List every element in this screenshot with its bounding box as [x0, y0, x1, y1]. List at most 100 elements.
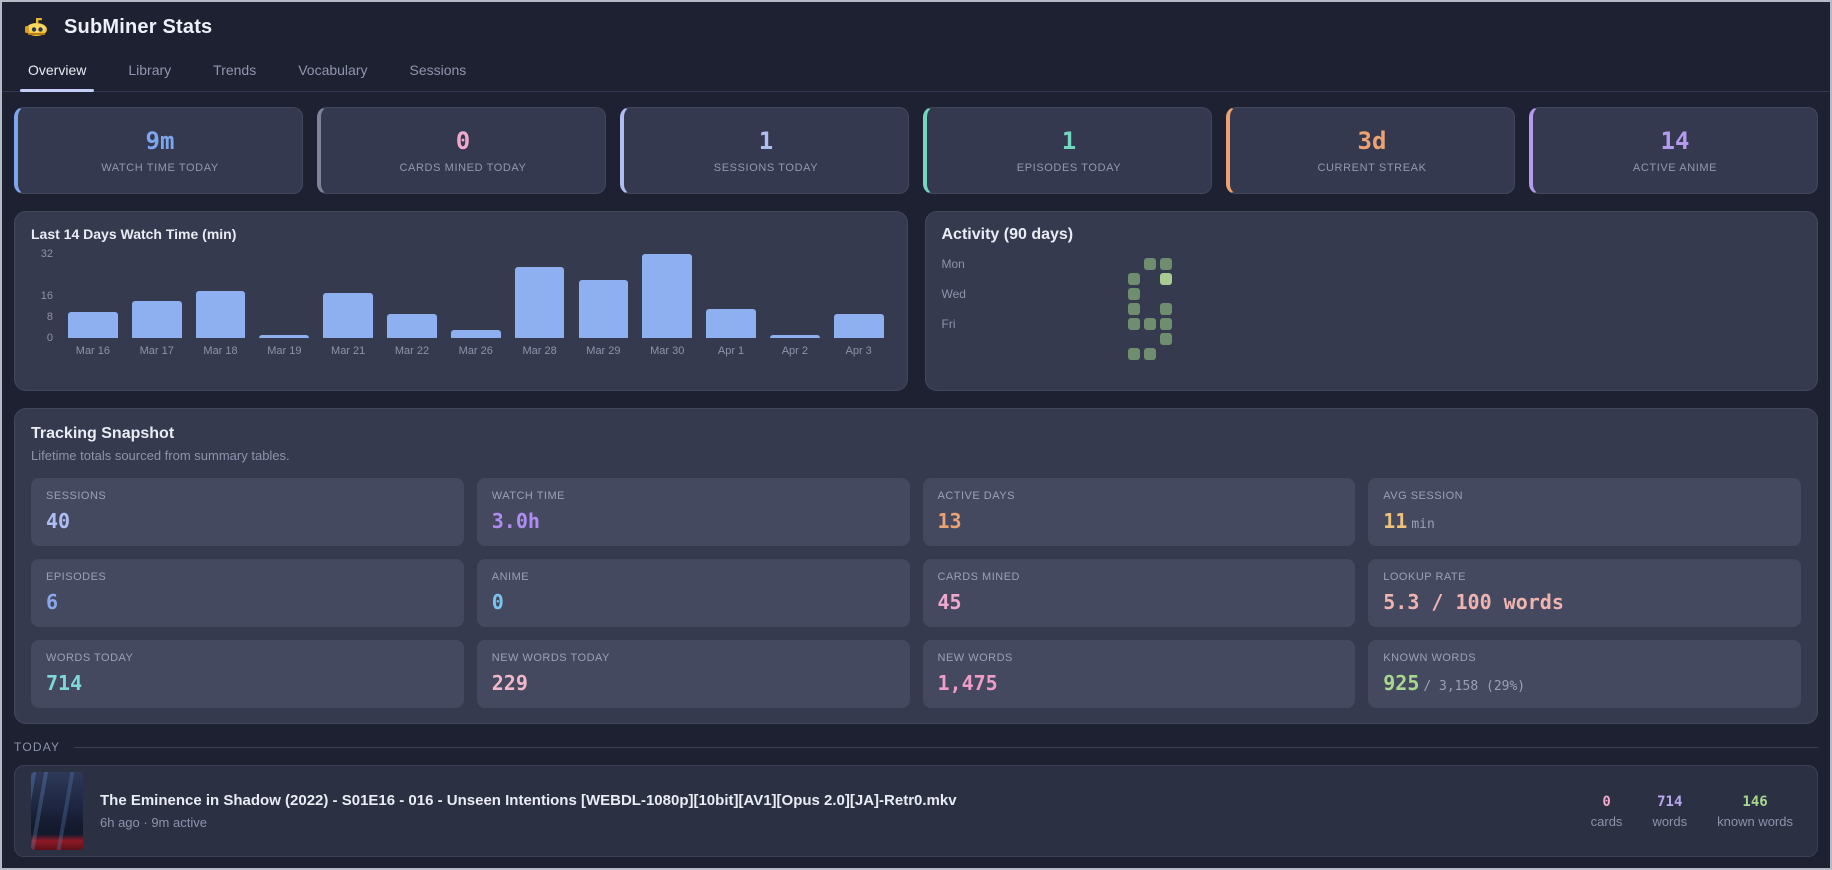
heatmap-row — [1000, 318, 1204, 330]
heatmap-cell — [1176, 348, 1188, 360]
snapshot-cell-label: NEW WORDS — [937, 652, 1013, 664]
snapshot-value-number: 3.0h — [491, 509, 540, 533]
episode-stat-words: 714 words — [1652, 794, 1687, 829]
snapshot-cell-watch-time: WATCH TIME 3.0h — [476, 478, 910, 546]
heatmap-cell — [1080, 333, 1092, 345]
heatmap-cell — [1032, 348, 1044, 360]
x-tick: Mar 26 — [458, 345, 493, 357]
heatmap-cell — [1128, 258, 1140, 270]
heatmap-cell — [1096, 258, 1108, 270]
episode-stat-value: 714 — [1657, 793, 1683, 810]
snapshot-cell-words-today: WORDS TODAY 714 — [31, 640, 464, 708]
snapshot-cell-value: 11 min — [1383, 509, 1786, 533]
heatmap-row — [1000, 333, 1204, 345]
snapshot-cell-label: LOOKUP RATE — [1383, 571, 1466, 583]
heatmap-cell — [1048, 333, 1060, 345]
heatmap-cell — [1048, 288, 1060, 300]
y-tick: 16 — [40, 290, 53, 302]
heatmap-cell — [1159, 273, 1172, 285]
bar-mar-29 — [572, 254, 636, 338]
snapshot-cell-cards-mined: CARDS MINED 45 — [922, 559, 1356, 627]
activity-heatmap: Mon Wed Fri — [942, 258, 1802, 360]
submarine-icon — [24, 14, 50, 40]
snapshot-value-number: 0 — [491, 590, 504, 614]
snapshot-grid: SESSIONS 40 WATCH TIME 3.0h ACTIVE DAYS 13 AVG… — [31, 478, 1801, 708]
stat-card-label: CARDS MINED TODAY — [399, 162, 527, 174]
stat-card-sessions-today: 1 SESSIONS TODAY — [620, 107, 909, 194]
heatmap-cell — [1143, 318, 1156, 330]
activity-heatmap-panel: Activity (90 days) Mon Wed Fri — [924, 211, 1818, 391]
tab-library[interactable]: Library — [128, 62, 172, 78]
heatmap-cell — [1127, 273, 1140, 285]
snapshot-cell-value: 925/ 3,158 (29%) — [1383, 671, 1786, 695]
snapshot-cell-value: 6 — [46, 590, 449, 614]
y-tick: 32 — [40, 248, 53, 260]
tab-vocabulary[interactable]: Vocabulary — [298, 62, 368, 78]
x-tick: Mar 28 — [522, 345, 557, 357]
bar-mar-19 — [252, 254, 316, 338]
snapshot-cell-value: 13 — [938, 509, 1341, 533]
snapshot-value-number: 13 — [937, 509, 962, 533]
snapshot-cell-avg-session: AVG SESSION 11 min — [1368, 478, 1801, 546]
heatmap-cell — [1064, 333, 1076, 345]
heatmap-cell — [1080, 348, 1092, 360]
heatmap-cell — [1064, 348, 1076, 360]
bar-rect — [769, 335, 820, 338]
heatmap-cell — [1000, 273, 1012, 285]
stat-card-value: 0 — [455, 127, 471, 155]
heatmap-cell — [1192, 318, 1204, 330]
heatmap-cell — [1048, 303, 1060, 315]
heatmap-cell — [1160, 348, 1172, 360]
day-label — [942, 348, 1000, 360]
snapshot-cell-new-words-today: NEW WORDS TODAY 229 — [476, 640, 910, 708]
snapshot-title: Tracking Snapshot — [31, 425, 175, 442]
episode-stat-cards: 0 cards — [1591, 794, 1623, 829]
bar-mar-26 — [444, 254, 508, 338]
heatmap-cell — [1176, 288, 1188, 300]
stat-cards-row: 9m WATCH TIME TODAY 0 CARDS MINED TODAY 1 SES… — [14, 107, 1818, 194]
app-header: SubMiner Stats — [2, 2, 1830, 44]
snapshot-value-number: 1,475 — [937, 671, 998, 695]
x-tick: Mar 19 — [267, 345, 302, 357]
chart-plot-area: Mar 16 Mar 17 Mar 18 Mar 19 Mar 21 Mar 22 Mar … — [61, 254, 891, 357]
today-item[interactable]: The Eminence in Shadow (2022) - S01E16 -… — [14, 765, 1818, 857]
episode-stat-known-words: 146 known words — [1717, 794, 1793, 829]
stat-card-label: SESSIONS TODAY — [713, 162, 819, 174]
snapshot-cell-value: 229 — [492, 671, 895, 695]
stat-card-cards-mined-today: 0 CARDS MINED TODAY — [317, 107, 606, 194]
x-tick: Mar 17 — [139, 345, 174, 357]
heatmap-cell — [1096, 303, 1108, 315]
snapshot-cell-value: 714 — [46, 671, 449, 695]
charts-row: Last 14 Days Watch Time (min) 32 16 8 0 Mar… — [14, 211, 1818, 391]
stat-card-value: 3d — [1357, 127, 1387, 155]
bar-rect — [68, 311, 118, 338]
heatmap-cell — [1032, 258, 1044, 270]
tab-trends[interactable]: Trends — [213, 62, 257, 78]
tab-overview[interactable]: Overview — [19, 58, 95, 92]
heatmap-cell — [1112, 258, 1124, 270]
snapshot-value-number: 5.3 / 100 words — [1383, 590, 1564, 614]
snapshot-value-number: 229 — [491, 671, 528, 695]
heatmap-cell — [1127, 288, 1140, 300]
bar-rect — [706, 309, 756, 338]
tab-sessions[interactable]: Sessions — [409, 62, 467, 78]
snapshot-cell-sessions: SESSIONS 40 — [31, 478, 464, 546]
x-tick: Mar 21 — [331, 345, 366, 357]
page-title: SubMiner Stats — [64, 15, 213, 38]
episode-stat-value: 0 — [1602, 793, 1611, 810]
y-tick: 0 — [46, 332, 53, 344]
heatmap-cell — [1159, 258, 1172, 270]
bar-chart: 32 16 8 0 Mar 16 Mar 17 Mar 18 Mar 19 Mar 21 Mar… — [31, 248, 891, 357]
heatmap-cell — [1032, 303, 1044, 315]
episode-text: The Eminence in Shadow (2022) - S01E16 -… — [100, 792, 957, 830]
heatmap-row — [1000, 288, 1204, 300]
heatmap-cell — [1160, 288, 1172, 300]
bar-rect — [259, 335, 310, 338]
stat-card-active-anime: 14 ACTIVE ANIME — [1529, 107, 1818, 194]
x-tick: Mar 29 — [586, 345, 621, 357]
heatmap-row — [1000, 258, 1204, 270]
heatmap-cell — [1112, 318, 1124, 330]
snapshot-cell-value: 3.0h — [492, 509, 895, 533]
heatmap-cell — [1159, 318, 1172, 330]
